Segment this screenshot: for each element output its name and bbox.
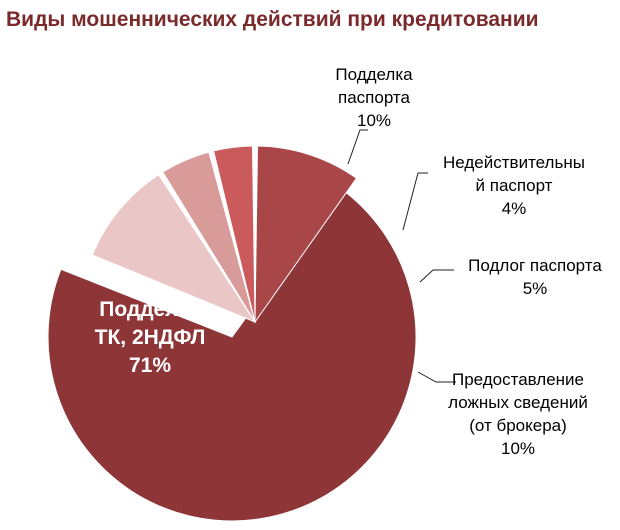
slice-label-4: Предоставление ложных сведений (от брокера…	[448, 370, 588, 458]
pie-slice-4	[91, 174, 257, 324]
slice-value-label: 71%	[129, 354, 171, 377]
slice-labels: Подделка ТК, 2НДФЛ 71% Подделка паспорта 10% Н…	[95, 65, 603, 458]
leader-line-1	[347, 129, 368, 165]
slice-name-line: Подделка	[99, 298, 201, 321]
slice-value-label: 4%	[502, 199, 527, 218]
slice-label-1: Подделка паспорта 10%	[335, 65, 413, 130]
slice-value-label: 5%	[523, 279, 548, 298]
pie-slice-1	[254, 145, 358, 324]
slice-name-line: Предоставление	[452, 370, 584, 389]
slice-label-3: Подлог паспорта 5%	[468, 256, 602, 298]
slice-name-line: й паспорт	[476, 176, 553, 195]
pie-slice-2	[212, 145, 256, 323]
pie-slices	[47, 145, 417, 522]
leader-line-4	[417, 371, 456, 383]
slice-name-line: Подделка	[335, 65, 413, 84]
slice-value-label: 10%	[501, 439, 535, 458]
slice-label-2: Недействительны й паспорт 4%	[443, 153, 585, 218]
leader-lines	[347, 129, 456, 383]
slice-label-0: Подделка ТК, 2НДФЛ 71%	[95, 298, 206, 377]
slice-name-line: Подлог паспорта	[468, 256, 602, 275]
slice-name-line: Недействительны	[443, 153, 585, 172]
leader-line-3	[419, 269, 454, 283]
slice-value-label: 10%	[357, 111, 391, 130]
slice-name-line: ложных сведений	[448, 393, 588, 412]
slice-name-line: (от брокера)	[469, 416, 567, 435]
pie-slice-3	[162, 151, 256, 323]
slice-name-line: паспорта	[338, 88, 410, 107]
leader-line-2	[402, 172, 428, 231]
pie-slice-0	[47, 187, 417, 522]
slice-name-line: ТК, 2НДФЛ	[95, 326, 206, 349]
chart-title: Виды мошеннических действий при кредитов…	[6, 8, 539, 31]
